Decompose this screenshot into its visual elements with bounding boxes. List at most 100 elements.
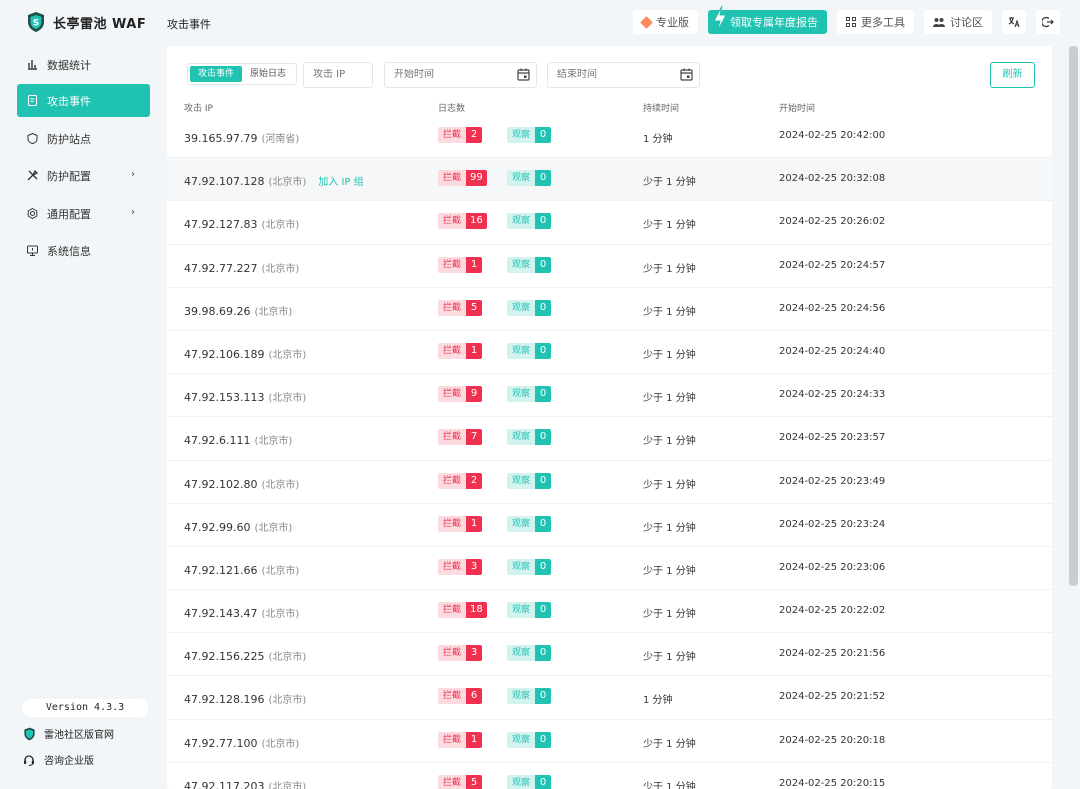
language-toggle-button[interactable]: [1002, 10, 1026, 34]
start-time-filter[interactable]: [384, 62, 537, 88]
watch-count-badge[interactable]: 观察 0: [507, 602, 552, 619]
refresh-button[interactable]: 刷新: [990, 62, 1035, 88]
watch-count-badge[interactable]: 观察 0: [507, 688, 552, 705]
community-site-link[interactable]: 雷池社区版官网: [22, 726, 114, 741]
app-logo[interactable]: S 长亭雷池 WAF: [26, 11, 146, 33]
table-row[interactable]: 47.92.156.225 (北京市) 拦截 3 观察 0 少于 1 分钟 2024-02-2…: [167, 633, 1052, 677]
attack-ip[interactable]: 47.92.77.227: [184, 261, 258, 275]
block-count-badge[interactable]: 拦截 2: [438, 127, 483, 143]
block-count-badge[interactable]: 拦截 1: [438, 342, 483, 359]
attack-ip[interactable]: 47.92.107.128: [184, 175, 265, 189]
attack-ip-filter[interactable]: [303, 62, 373, 88]
table-row[interactable]: 39.165.97.79 (河南省) 拦截 2 观察 0 1 分钟 2024-02-25 20…: [167, 115, 1052, 159]
block-count-badge[interactable]: 拦截 3: [438, 645, 483, 662]
attack-ip[interactable]: 47.92.102.80: [184, 477, 258, 491]
attack-ip[interactable]: 47.92.6.111: [184, 434, 251, 448]
block-count-badge[interactable]: 拦截 7: [438, 429, 483, 446]
sidebar-item-statistics[interactable]: 数据统计: [17, 48, 150, 81]
attack-ip[interactable]: 47.92.77.100: [184, 736, 258, 750]
attack-ip[interactable]: 47.92.156.225: [184, 650, 265, 664]
watch-count-badge[interactable]: 观察 0: [507, 256, 552, 273]
watch-count-badge[interactable]: 观察 0: [507, 472, 552, 489]
table-row[interactable]: 47.92.153.113 (北京市) 拦截 9 观察 0 少于 1 分钟 2024-02-2…: [167, 374, 1052, 418]
watch-count-badge[interactable]: 观察 0: [507, 386, 552, 403]
annual-report-button[interactable]: 领取专属年度报告: [708, 6, 827, 34]
table-row[interactable]: 47.92.106.189 (北京市) 拦截 1 观察 0 少于 1 分钟 2024-02-2…: [167, 331, 1052, 375]
table-row[interactable]: 47.92.128.196 (北京市) 拦截 6 观察 0 1 分钟 2024-02-25 2…: [167, 676, 1052, 720]
pro-edition-button[interactable]: 专业版: [633, 10, 698, 34]
watch-count-badge[interactable]: 观察 0: [507, 731, 552, 748]
block-count-badge[interactable]: 拦截 2: [438, 472, 483, 489]
ip-location: (北京市): [268, 781, 307, 789]
enterprise-consult-link[interactable]: 咨询企业版: [22, 752, 94, 767]
table-row[interactable]: 47.92.6.111 (北京市) 拦截 7 观察 0 少于 1 分钟 2024-02-25 …: [167, 417, 1052, 461]
watch-count-badge[interactable]: 观察 0: [507, 429, 552, 446]
attack-ip[interactable]: 47.92.143.47: [184, 607, 258, 621]
sidebar-item-protection-config[interactable]: 防护配置 ›: [17, 159, 150, 192]
table-row[interactable]: 47.92.121.66 (北京市) 拦截 3 观察 0 少于 1 分钟 2024-02-25…: [167, 547, 1052, 591]
block-count-badge[interactable]: 拦截 1: [438, 256, 483, 273]
block-count-badge[interactable]: 拦截 1: [438, 515, 483, 532]
more-tools-button[interactable]: 更多工具: [837, 10, 914, 34]
block-count-badge[interactable]: 拦截 18: [438, 602, 487, 619]
sidebar-item-general-config[interactable]: 通用配置 ›: [17, 197, 150, 230]
sidebar-item-attack-events[interactable]: 攻击事件: [17, 84, 150, 117]
watch-count-badge[interactable]: 观察 0: [507, 774, 552, 789]
watch-count-badge[interactable]: 观察 0: [507, 342, 552, 359]
attack-ip[interactable]: 39.98.69.26: [184, 304, 251, 318]
tab-attack-events[interactable]: 攻击事件: [190, 66, 243, 82]
table-row[interactable]: 47.92.77.227 (北京市) 拦截 1 观察 0 少于 1 分钟 2024-02-25…: [167, 245, 1052, 288]
table-row[interactable]: 39.98.69.26 (北京市) 拦截 5 观察 0 少于 1 分钟 2024-02-25 …: [167, 288, 1052, 331]
block-count-badge[interactable]: 拦截 5: [438, 299, 483, 316]
attack-ip[interactable]: 47.92.106.189: [184, 347, 265, 361]
attack-ip[interactable]: 47.92.128.196: [184, 693, 265, 707]
table-row[interactable]: 47.92.99.60 (北京市) 拦截 1 观察 0 少于 1 分钟 2024-02-25 …: [167, 504, 1052, 547]
block-count-badge[interactable]: 拦截 6: [438, 688, 483, 705]
sidebar-item-protected-sites[interactable]: 防护站点: [17, 122, 150, 155]
block-count: 99: [466, 170, 487, 187]
table-row[interactable]: 47.92.117.203 (北京市) 拦截 5 观察 0 少于 1 分钟 2024-02-2…: [167, 763, 1052, 789]
block-count-badge[interactable]: 拦截 16: [438, 213, 487, 230]
tab-raw-logs[interactable]: 原始日志: [250, 69, 287, 79]
calendar-icon[interactable]: [680, 68, 693, 81]
calendar-icon[interactable]: [517, 68, 530, 81]
watch-count-badge[interactable]: 观察 0: [507, 127, 552, 143]
attack-ip[interactable]: 47.92.99.60: [184, 520, 251, 534]
attack-ip-cell: 47.92.127.83 (北京市): [184, 216, 299, 231]
table-row[interactable]: 47.92.107.128 (北京市) 加入 IP 组 拦截 99 观察 0 少于 1 分钟 2…: [167, 158, 1052, 202]
page-scrollbar[interactable]: [1069, 46, 1078, 586]
block-count-badge[interactable]: 拦截 99: [438, 170, 487, 187]
start-time-input[interactable]: [394, 69, 536, 80]
table-row[interactable]: 47.92.102.80 (北京市) 拦截 2 观察 0 少于 1 分钟 2024-02-25…: [167, 461, 1052, 504]
watch-count-badge[interactable]: 观察 0: [507, 515, 552, 532]
attack-ip[interactable]: 47.92.117.203: [184, 779, 265, 789]
attack-ip[interactable]: 47.92.153.113: [184, 391, 265, 405]
ip-location: (北京市): [268, 177, 307, 189]
end-time-filter[interactable]: [547, 62, 700, 88]
end-time-input[interactable]: [557, 69, 699, 80]
watch-count-badge[interactable]: 观察 0: [507, 170, 552, 187]
logout-button[interactable]: [1036, 10, 1060, 34]
block-count-badge[interactable]: 拦截 9: [438, 386, 483, 403]
forum-button[interactable]: 讨论区: [924, 10, 992, 34]
watch-count-badge[interactable]: 观察 0: [507, 299, 552, 316]
watch-count-badge[interactable]: 观察 0: [507, 213, 552, 230]
attack-ip[interactable]: 47.92.121.66: [184, 563, 258, 577]
table-row[interactable]: 47.92.77.100 (北京市) 拦截 1 观察 0 少于 1 分钟 2024-02-25…: [167, 720, 1052, 763]
block-count-badge[interactable]: 拦截 1: [438, 731, 483, 748]
attack-ip[interactable]: 39.165.97.79: [184, 132, 258, 145]
sidebar-item-system-info[interactable]: 系统信息: [17, 234, 150, 267]
block-count-badge[interactable]: 拦截 5: [438, 774, 483, 789]
start-time-cell: 2024-02-25 20:22:02: [779, 605, 886, 617]
attack-ip[interactable]: 47.92.127.83: [184, 218, 258, 232]
watch-count-badge[interactable]: 观察 0: [507, 558, 552, 575]
attack-ip-input[interactable]: [313, 69, 372, 80]
table-row[interactable]: 47.92.143.47 (北京市) 拦截 18 观察 0 少于 1 分钟 2024-02-2…: [167, 590, 1052, 634]
table-row[interactable]: 47.92.127.83 (北京市) 拦截 16 观察 0 少于 1 分钟 2024-02-2…: [167, 201, 1052, 245]
watch-count-badge[interactable]: 观察 0: [507, 645, 552, 662]
add-to-ip-group-link[interactable]: 加入 IP 组: [318, 177, 364, 189]
watch-label: 观察: [507, 645, 536, 662]
block-count-badge[interactable]: 拦截 3: [438, 558, 483, 575]
sidebar: 数据统计 攻击事件 防护站点 防护配置 › 通用配置 › 系统信息 Versio…: [0, 44, 160, 789]
watch-label: 观察: [507, 342, 536, 359]
